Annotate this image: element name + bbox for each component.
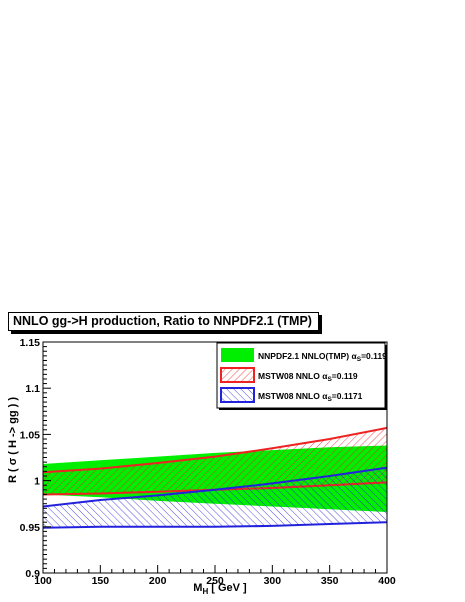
- x-tick-label: 200: [149, 575, 167, 587]
- x-axis-label: MH [ GeV ]: [193, 582, 247, 596]
- legend-label-nnpdf21: NNPDF2.1 NNLO(TMP) αS=0.119: [258, 351, 387, 363]
- y-tick-label: 1.05: [20, 429, 41, 441]
- legend-swatch-nnpdf21: [221, 348, 254, 362]
- legend-label-mstw08-01171: MSTW08 NNLO αS=0.1171: [258, 391, 363, 403]
- band-lower-line-mstw08-01171: [43, 521, 387, 529]
- y-tick-label: 1.1: [25, 383, 40, 395]
- x-tick-label: 100: [34, 575, 52, 587]
- x-tick-label: 150: [92, 575, 110, 587]
- x-tick-label: 350: [321, 575, 339, 587]
- x-tick-label: 250: [206, 575, 224, 587]
- y-tick-label: 1.15: [20, 337, 41, 349]
- y-axis-label: R ( σ ( H -> gg ) ): [7, 397, 19, 483]
- y-tick-label: 1: [34, 476, 40, 488]
- y-tick-label: 0.95: [20, 522, 41, 534]
- band-mstw08-01171: [43, 467, 387, 528]
- x-tick-label: 400: [378, 575, 396, 587]
- legend-swatch-mstw08-01171: [220, 387, 255, 403]
- legend-label-mstw08-0119: MSTW08 NNLO αS=0.119: [258, 371, 358, 383]
- legend-swatch-mstw08-0119: [220, 367, 255, 383]
- chart-title: NNLO gg->H production, Ratio to NNPDF2.1…: [8, 312, 319, 331]
- band-upper-line-mstw08-0119: [43, 426, 387, 474]
- band-upper-line-mstw08-01171: [43, 466, 387, 508]
- y-tick-label: 0.9: [25, 568, 40, 580]
- x-tick-label: 300: [264, 575, 282, 587]
